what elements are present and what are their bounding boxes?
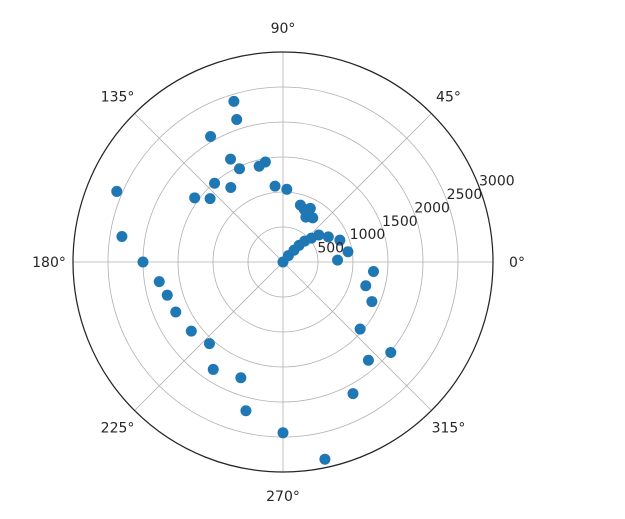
data-point	[205, 131, 217, 143]
data-point	[304, 202, 316, 214]
data-point	[322, 231, 334, 243]
angular-tick-label: 45°	[436, 90, 461, 106]
data-point	[161, 289, 173, 301]
data-point	[231, 114, 243, 126]
data-point	[259, 156, 271, 168]
angular-gridline	[282, 261, 432, 411]
data-point	[360, 280, 372, 292]
angular-gridline	[134, 113, 284, 263]
angular-tick-label: 270°	[266, 489, 300, 505]
data-point	[203, 338, 215, 350]
radial-tick-label: 3000	[479, 174, 515, 190]
data-point	[342, 246, 354, 258]
data-point	[368, 266, 380, 278]
data-point	[332, 254, 344, 266]
radial-tick-label: 500	[317, 241, 344, 257]
data-point	[209, 177, 221, 189]
radial-tick-label: 1500	[382, 214, 418, 230]
data-point	[225, 181, 237, 193]
data-point	[240, 405, 252, 417]
data-point	[235, 372, 247, 384]
data-point	[137, 256, 149, 268]
data-point	[354, 323, 366, 335]
data-point	[228, 95, 240, 107]
data-point	[269, 180, 281, 192]
angular-tick-label: 90°	[271, 21, 296, 37]
data-point	[207, 363, 219, 375]
data-point	[319, 453, 331, 465]
data-point	[366, 296, 378, 308]
data-point	[294, 199, 306, 211]
data-points	[111, 95, 397, 465]
data-point	[111, 185, 123, 197]
radial-tick-label: 2500	[447, 187, 483, 203]
data-point	[313, 229, 325, 241]
radial-tick-label: 2000	[414, 200, 450, 216]
data-point	[189, 192, 201, 204]
angular-tick-label: 315°	[432, 420, 466, 436]
data-point	[281, 183, 293, 195]
angular-gridline	[134, 261, 284, 411]
data-point	[204, 193, 216, 205]
data-point	[307, 212, 319, 224]
angular-tick-label: 135°	[101, 90, 135, 106]
data-point	[116, 230, 128, 242]
polar-frame	[72, 51, 494, 473]
data-point	[153, 276, 165, 288]
angular-tick-label: 225°	[101, 420, 135, 436]
angular-tick-label: 180°	[32, 255, 66, 271]
data-point	[185, 325, 197, 337]
data-point	[347, 388, 359, 400]
data-point	[234, 163, 246, 175]
data-point	[362, 354, 374, 366]
polar-grid	[72, 51, 494, 473]
angular-tick-label: 0°	[509, 255, 525, 271]
angular-tick-labels: 0° 45° 90° 135° 180° 225° 270° 315°	[32, 21, 525, 505]
radial-tick-label: 1000	[350, 227, 386, 243]
data-point	[170, 306, 182, 318]
data-point	[334, 234, 346, 246]
data-point	[225, 153, 237, 165]
data-point	[385, 346, 397, 358]
data-point	[277, 427, 289, 439]
